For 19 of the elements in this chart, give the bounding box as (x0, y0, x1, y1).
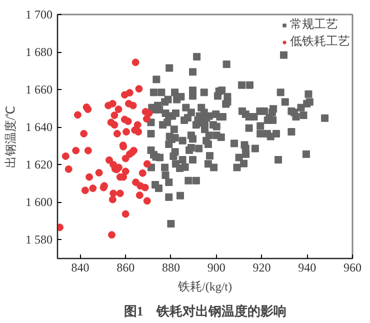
y-tick-label: 1 700 (26, 8, 52, 22)
x-tick-label: 920 (252, 260, 271, 274)
x-tick-label: 960 (344, 260, 362, 274)
x-tick-label: 840 (71, 260, 90, 274)
x-tick-label: 940 (298, 260, 316, 274)
x-axis-title: 铁耗/(kg/t) (177, 280, 232, 294)
y-tick-label: 1 680 (26, 45, 52, 60)
text: 图1 铁耗对出钢温度的影响 (124, 304, 286, 318)
x-tick-label: 860 (116, 260, 135, 274)
y-axis-title: 出钢温度/℃ (4, 106, 18, 168)
x-tick-label: 900 (207, 260, 226, 274)
y-tick-label: 1 660 (26, 82, 52, 97)
y-tick-label: 1 620 (26, 158, 52, 172)
legend-label: 低铁耗工艺 (290, 33, 350, 50)
y-tick-label: 1 600 (26, 195, 52, 210)
y-tick-label: 1 640 (26, 120, 52, 134)
y-tick-label: 1 580 (26, 232, 52, 247)
legend-label: 常规工艺 (290, 16, 338, 33)
x-tick-label: 880 (162, 260, 180, 274)
